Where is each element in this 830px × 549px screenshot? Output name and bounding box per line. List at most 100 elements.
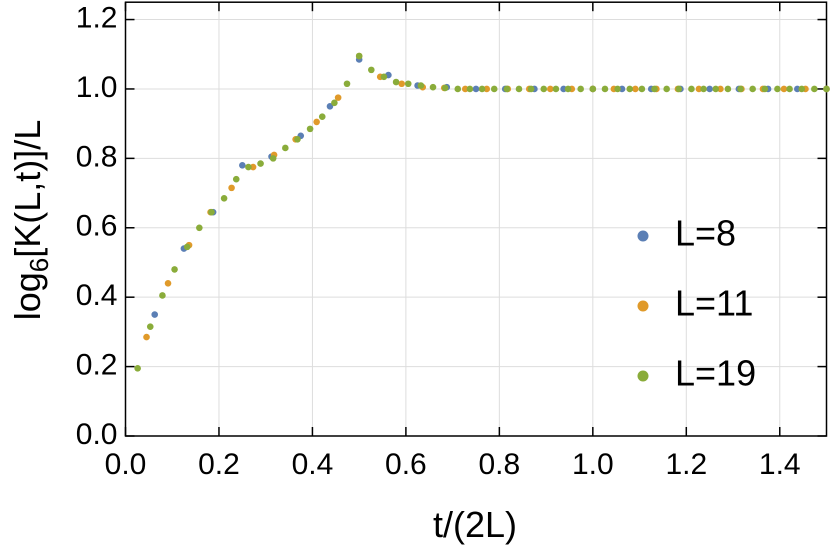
- point: [798, 85, 806, 93]
- legend-label: L=8: [675, 213, 736, 254]
- legend-label: L=19: [675, 353, 756, 394]
- y-tick-label: 0.0: [76, 418, 118, 451]
- point: [245, 163, 252, 171]
- point: [483, 85, 491, 93]
- point: [461, 85, 469, 93]
- y-tick-label: 0.4: [76, 279, 118, 312]
- point: [712, 85, 720, 93]
- point: [151, 311, 159, 318]
- point: [638, 85, 646, 93]
- point: [392, 78, 400, 86]
- point: [540, 85, 548, 93]
- y-label-base: log: [7, 272, 48, 320]
- x-tick-label: 1.0: [572, 448, 614, 481]
- x-axis-label: t/(2L): [433, 504, 517, 545]
- point: [318, 113, 326, 121]
- point: [688, 85, 695, 93]
- point: [232, 175, 240, 183]
- point: [417, 82, 425, 89]
- point: [675, 85, 683, 93]
- point: [146, 323, 154, 330]
- y-tick-label: 0.8: [76, 140, 118, 173]
- y-label-subscript: 6: [24, 258, 54, 272]
- legend-marker: [637, 300, 649, 312]
- point: [257, 160, 264, 167]
- point: [823, 85, 830, 93]
- point: [651, 85, 658, 93]
- point: [228, 184, 235, 192]
- point: [614, 85, 621, 93]
- point: [663, 85, 670, 93]
- point: [695, 85, 703, 93]
- point: [269, 155, 277, 162]
- legend-label: L=11: [675, 283, 753, 324]
- point: [478, 85, 486, 93]
- point: [159, 292, 166, 299]
- x-tick-label: 0.0: [105, 448, 147, 481]
- point: [577, 85, 584, 93]
- point: [749, 85, 756, 93]
- y-axis-label: log6[K(L,t)]/L: [7, 120, 54, 321]
- point: [601, 85, 609, 93]
- point: [294, 135, 301, 143]
- x-tick-label: 0.4: [292, 448, 334, 481]
- point: [380, 73, 388, 81]
- x-tick-label: 0.6: [385, 448, 427, 481]
- point: [441, 84, 449, 92]
- point: [343, 80, 351, 88]
- point: [429, 83, 437, 91]
- point: [552, 85, 560, 93]
- legend-marker: [637, 370, 649, 382]
- legend-marker: [637, 230, 649, 242]
- point: [626, 85, 634, 93]
- y-tick-label: 0.6: [76, 210, 118, 243]
- point: [404, 80, 412, 88]
- point: [196, 224, 203, 232]
- plot-frame: [124, 1, 828, 437]
- y-tick-label: 0.2: [76, 349, 118, 382]
- x-tick-label: 1.2: [665, 448, 707, 481]
- x-tick-label: 0.2: [198, 448, 240, 481]
- x-tick-label: 1.4: [759, 448, 801, 481]
- point: [454, 85, 462, 93]
- point: [700, 85, 707, 93]
- point: [313, 118, 320, 126]
- point: [143, 333, 150, 341]
- point: [355, 52, 363, 60]
- point: [171, 266, 178, 273]
- point: [326, 103, 334, 110]
- point: [164, 280, 172, 287]
- point: [717, 85, 724, 93]
- point: [632, 85, 639, 93]
- point: [774, 85, 781, 93]
- point: [737, 85, 744, 93]
- point: [239, 162, 246, 169]
- point: [368, 66, 375, 74]
- point: [466, 85, 474, 93]
- y-tick-label: 1.0: [76, 71, 118, 104]
- point: [724, 85, 732, 93]
- point: [564, 85, 572, 93]
- point: [306, 125, 314, 133]
- point: [589, 85, 597, 93]
- point: [780, 85, 788, 93]
- point: [134, 365, 141, 372]
- point: [547, 85, 554, 93]
- point: [331, 99, 338, 107]
- point: [503, 85, 511, 93]
- point: [706, 85, 713, 93]
- x-tick-label: 0.8: [479, 448, 521, 481]
- point: [282, 144, 289, 152]
- point: [527, 85, 535, 93]
- y-tick-label: 1.2: [76, 1, 118, 34]
- y-label-rest: [K(L,t)]/L: [7, 120, 48, 258]
- point: [183, 243, 191, 251]
- point: [208, 208, 215, 216]
- point: [786, 85, 793, 93]
- point: [811, 85, 818, 93]
- point: [490, 85, 498, 93]
- point: [472, 85, 480, 93]
- point: [220, 194, 228, 202]
- point: [334, 94, 342, 101]
